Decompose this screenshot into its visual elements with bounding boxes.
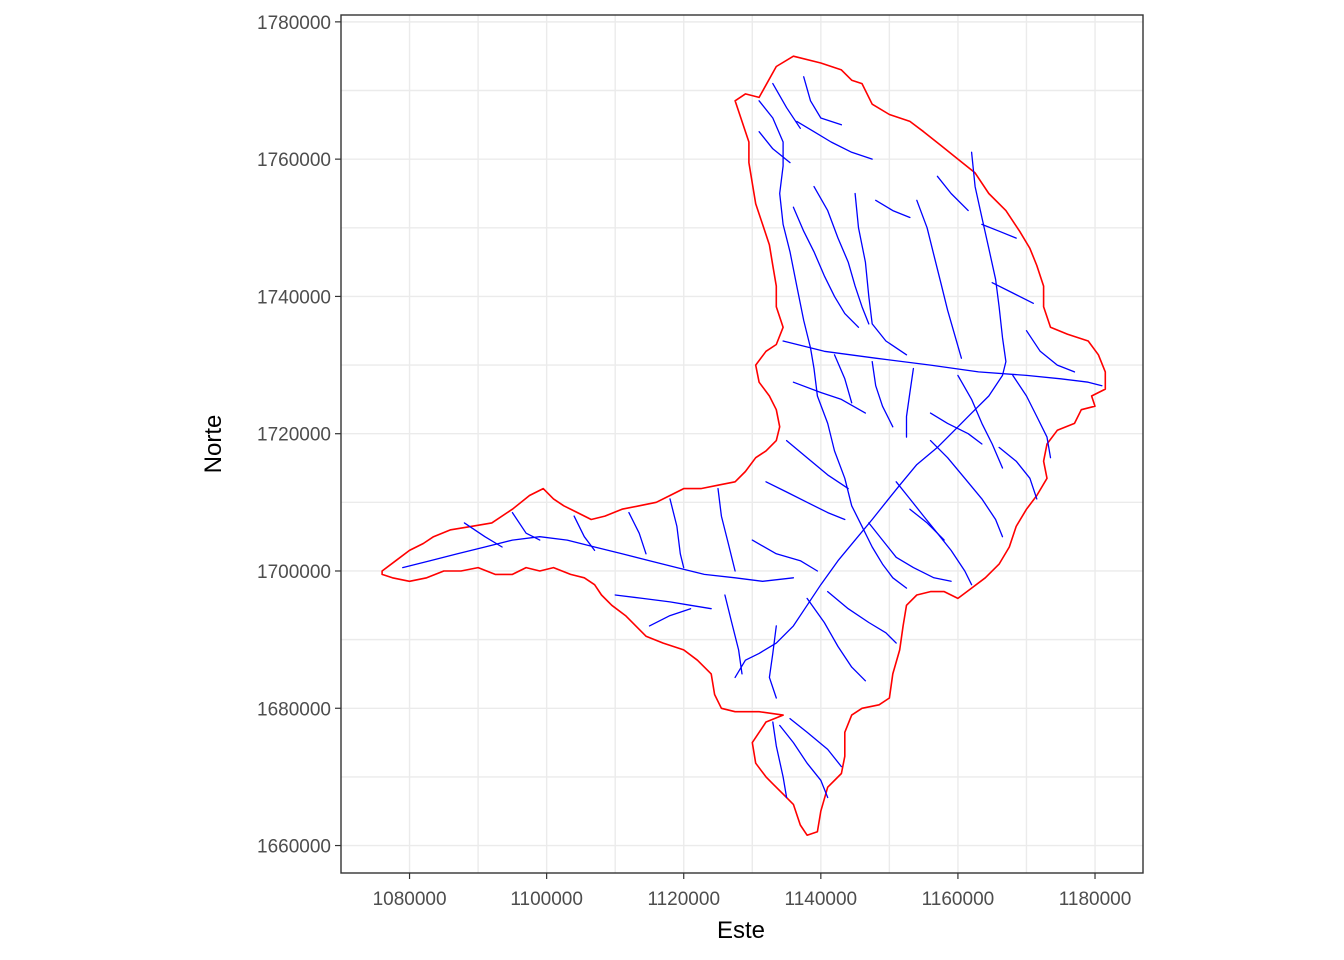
river-segment	[905, 367, 915, 438]
river-segment	[854, 192, 908, 356]
river-segment	[916, 199, 963, 359]
river-segment	[957, 374, 1004, 469]
y-tick-label: 1700000	[257, 562, 331, 583]
river-segment	[868, 522, 952, 582]
river-segment	[929, 439, 1004, 538]
river-segment	[991, 282, 1034, 304]
x-tick-label: 1120000	[647, 889, 720, 910]
river-segment	[792, 206, 860, 328]
river-segment	[792, 381, 867, 414]
river-segment	[765, 481, 846, 521]
river-segment	[806, 597, 867, 682]
river-segment	[768, 625, 777, 699]
river-segment	[803, 76, 843, 126]
x-tick-label: 1140000	[785, 889, 858, 910]
y-tick-label: 1680000	[257, 699, 331, 720]
river-segment	[785, 439, 849, 490]
river-segment	[463, 522, 503, 548]
y-tick-label: 1740000	[257, 287, 331, 308]
x-axis-ticks: 1080000 1100000 1120000 1140000 1160000 11800…	[373, 873, 1132, 910]
river-segment	[833, 354, 853, 404]
river-segment	[751, 539, 819, 572]
river-segment	[871, 360, 894, 428]
y-tick-label: 1780000	[257, 13, 331, 34]
river-segment	[998, 446, 1038, 500]
panel-border	[340, 14, 1144, 874]
river-segment	[669, 498, 685, 569]
river-segment	[772, 82, 801, 129]
x-tick-label: 1180000	[1059, 889, 1132, 910]
x-tick-label: 1160000	[922, 889, 995, 910]
x-tick-label: 1100000	[510, 889, 583, 910]
river-segment	[827, 590, 897, 644]
river-segment	[936, 175, 969, 212]
river-segment	[734, 151, 1007, 679]
river-segment	[758, 131, 791, 164]
watershed-boundary-layer	[381, 55, 1107, 836]
river-segment	[789, 717, 843, 768]
y-axis-title: Norte	[200, 415, 227, 474]
river-segment	[614, 594, 712, 610]
river-segment	[875, 199, 911, 219]
y-tick-label: 1660000	[257, 837, 331, 858]
river-segment	[782, 340, 1103, 387]
x-axis-title: Este	[717, 917, 765, 944]
river-segment	[724, 594, 743, 675]
river-segment	[511, 511, 541, 541]
river-segment	[648, 608, 692, 627]
river-segment	[717, 487, 736, 572]
river-segment	[796, 120, 873, 160]
grid-lines	[341, 15, 1143, 873]
river-segment	[628, 511, 647, 555]
river-segment	[772, 721, 788, 799]
river-segment	[1012, 374, 1052, 459]
river-segment	[909, 508, 945, 541]
river-segment	[573, 515, 596, 552]
y-tick-label: 1720000	[257, 425, 331, 446]
river-network-layer	[402, 76, 1103, 799]
river-segment	[981, 223, 1017, 239]
y-tick-label: 1760000	[257, 150, 331, 171]
watershed-boundary	[381, 55, 1107, 836]
river-segment	[813, 185, 870, 325]
x-tick-label: 1080000	[373, 889, 447, 910]
river-segment	[758, 100, 908, 589]
river-segment	[779, 724, 829, 799]
y-axis-ticks: 1660000 1680000 1700000 1720000 1740000 17600…	[257, 13, 341, 858]
river-segment	[1025, 330, 1076, 373]
river-segment	[929, 412, 983, 445]
river-segment	[402, 536, 795, 582]
